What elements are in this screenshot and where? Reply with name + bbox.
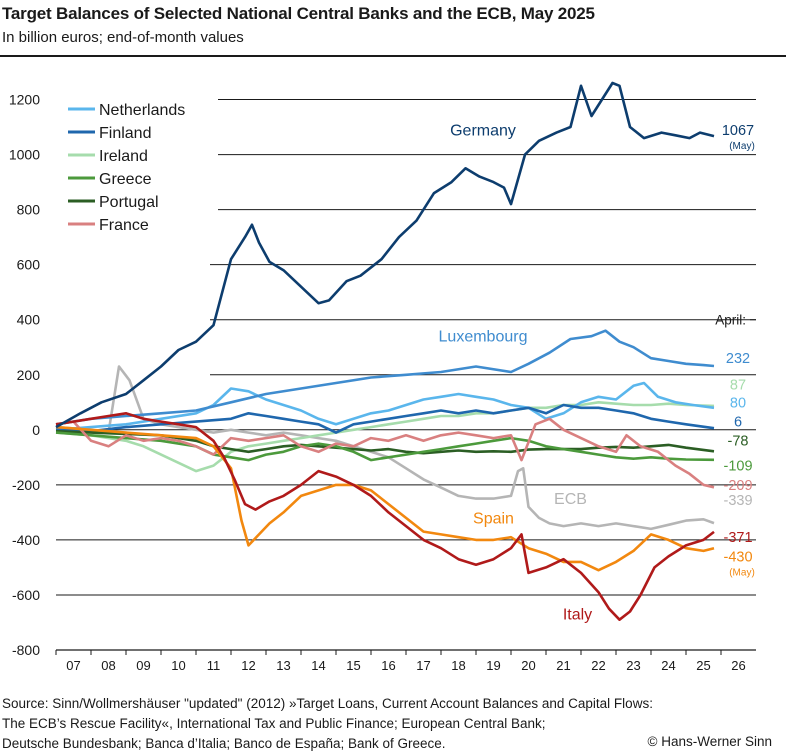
end-label-italy: -371	[723, 530, 752, 546]
series-line-finland	[55, 403, 715, 434]
legend-bg	[68, 142, 218, 165]
end-label-luxembourg: 232	[726, 351, 750, 367]
x-tick-label: 09	[136, 658, 150, 673]
x-tick-label: 20	[521, 658, 535, 673]
end-labels: 1067 (May) 232 80 6 87 -109 -78 -209-339 -430 (May…	[722, 123, 755, 579]
x-tick-label: 14	[311, 658, 325, 673]
x-tick-label: 24	[661, 658, 675, 673]
y-tick-label: 1000	[9, 147, 40, 163]
x-tick-label: 25	[696, 658, 710, 673]
legend-bg	[68, 188, 218, 211]
legend-entry-france: France	[99, 217, 149, 234]
target-balances-chart: -800 -600 -400 -200 0 200 400 600 800 1000 1200 07…	[9, 81, 756, 673]
end-label-finland: 6	[734, 415, 742, 431]
x-tick-label: 17	[416, 658, 430, 673]
y-tick-label: 400	[17, 312, 41, 328]
series-label-ecb: ECB	[554, 491, 587, 508]
legend-bg	[68, 119, 218, 142]
x-tick-label: 10	[171, 658, 185, 673]
end-label-ecb: -339	[723, 493, 752, 509]
april-label: April:	[715, 313, 746, 328]
end-label-portugal: -78	[728, 433, 749, 449]
copyright: © Hans-Werner Sinn	[647, 734, 773, 749]
x-tick-label: 23	[626, 658, 640, 673]
legend-entry-finland: Finland	[99, 125, 151, 142]
y-tick-label: -200	[12, 477, 40, 493]
legend-bg	[68, 211, 218, 234]
y-tick-label: 200	[17, 367, 41, 383]
legend: Netherlands Finland Ireland Greece Portugal F…	[68, 96, 218, 234]
series-label-luxembourg: Luxembourg	[439, 329, 528, 346]
chart-subtitle: In billion euros; end-of-month values	[2, 29, 244, 46]
chart-title: Target Balances of Selected National Cen…	[2, 4, 595, 23]
series-line-italy	[55, 412, 715, 621]
title-divider	[0, 55, 786, 57]
y-tick-label: -800	[12, 642, 40, 658]
x-axis-ticks: 07 08 09 10 11 12 13 14 15 16 17 18 19 20 21 22 23 24 25 26	[55, 650, 746, 673]
x-tick-label: 11	[207, 658, 221, 673]
series-line-france	[55, 417, 715, 489]
end-label-netherlands: 80	[730, 395, 746, 411]
series-lines	[55, 81, 715, 621]
end-label-france: -209	[723, 478, 752, 494]
source-line: Source: Sinn/Wollmershäuser "updated" (2…	[2, 696, 653, 711]
end-note-spain: (May)	[729, 567, 755, 578]
y-tick-label: 0	[32, 422, 40, 438]
end-label-germany: 1067	[722, 123, 754, 139]
x-tick-label: 26	[731, 658, 745, 673]
legend-entry-portugal: Portugal	[99, 194, 159, 211]
april-marker: April:	[715, 313, 756, 328]
series-line-ecb	[55, 365, 715, 531]
y-tick-label: -600	[12, 587, 40, 603]
x-tick-label: 12	[241, 658, 255, 673]
series-line-spain	[55, 425, 715, 572]
source-note: Source: Sinn/Wollmershäuser "updated" (2…	[2, 694, 772, 754]
series-label-germany: Germany	[450, 122, 516, 139]
end-label-greece: -109	[723, 459, 752, 475]
end-label-ireland: 87	[730, 377, 746, 393]
series-labels: Germany Luxembourg ECB Spain Italy	[439, 122, 593, 623]
legend-entry-greece: Greece	[99, 171, 152, 188]
end-label-spain: -430	[723, 549, 752, 565]
legend-bg	[68, 165, 218, 188]
y-tick-label: -400	[12, 532, 40, 548]
source-line: The ECB’s Rescue Facility«, Internationa…	[2, 716, 546, 731]
y-axis-ticks: -800 -600 -400 -200 0 200 400 600 800 1000 1200	[9, 92, 40, 658]
series-label-italy: Italy	[563, 607, 592, 624]
x-tick-label: 18	[451, 658, 465, 673]
x-tick-label: 19	[486, 658, 500, 673]
x-tick-label: 22	[591, 658, 605, 673]
x-tick-label: 08	[101, 658, 115, 673]
legend-entry-netherlands: Netherlands	[99, 102, 185, 119]
x-tick-label: 15	[346, 658, 360, 673]
y-tick-label: 1200	[9, 92, 40, 108]
y-tick-label: 800	[17, 202, 41, 218]
source-line: Deutsche Bundesbank; Banca d’Italia; Ban…	[2, 736, 446, 751]
series-label-spain: Spain	[473, 510, 514, 527]
y-tick-label: 600	[17, 257, 41, 273]
series-line-netherlands	[55, 381, 715, 432]
series-line-luxembourg	[55, 329, 715, 426]
series-line-germany	[55, 81, 715, 429]
x-tick-label: 16	[381, 658, 395, 673]
legend-entry-ireland: Ireland	[99, 148, 148, 165]
series-line-ireland	[55, 401, 715, 473]
x-tick-label: 07	[66, 658, 80, 673]
end-note-germany: (May)	[729, 141, 755, 152]
legend-bg	[68, 96, 218, 119]
x-tick-label: 13	[276, 658, 290, 673]
x-tick-label: 21	[556, 658, 570, 673]
